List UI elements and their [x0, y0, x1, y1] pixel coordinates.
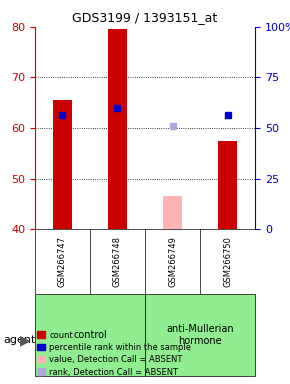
Text: anti-Mullerian
hormone: anti-Mullerian hormone [166, 324, 234, 346]
Title: GDS3199 / 1393151_at: GDS3199 / 1393151_at [72, 11, 218, 24]
Bar [53, 100, 72, 229]
Bar [108, 30, 127, 229]
Bar [163, 196, 182, 229]
Text: GSM266749: GSM266749 [168, 236, 177, 287]
Text: control: control [73, 330, 107, 340]
Bar [218, 141, 237, 229]
Text: GSM266747: GSM266747 [58, 236, 67, 287]
FancyBboxPatch shape [35, 293, 145, 376]
Text: agent: agent [3, 335, 35, 345]
Text: ▶: ▶ [20, 333, 31, 347]
Text: GSM266748: GSM266748 [113, 236, 122, 287]
Legend: count, percentile rank within the sample, value, Detection Call = ABSENT, rank, : count, percentile rank within the sample… [33, 327, 194, 380]
FancyBboxPatch shape [145, 293, 255, 376]
Text: GSM266750: GSM266750 [223, 236, 232, 287]
